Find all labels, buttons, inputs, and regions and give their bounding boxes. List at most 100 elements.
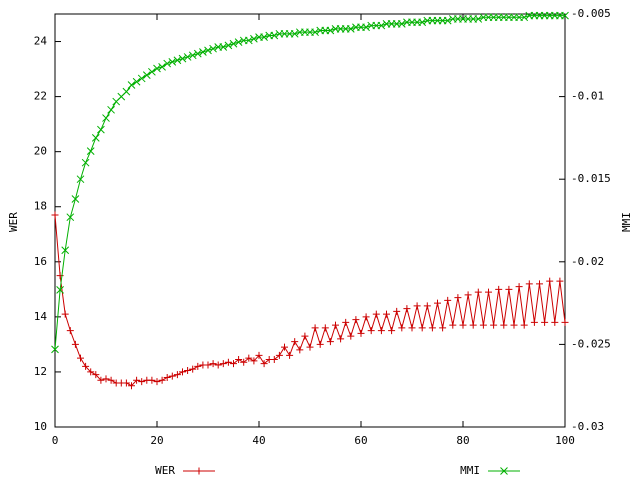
y-tick-label: 24 — [34, 35, 48, 48]
data-point — [179, 368, 186, 376]
data-point — [454, 294, 462, 302]
data-point — [377, 327, 385, 335]
data-point — [398, 324, 406, 332]
data-point — [163, 59, 172, 68]
data-point — [102, 375, 110, 383]
legend-label: WER — [155, 464, 175, 477]
data-point — [485, 288, 492, 296]
data-point — [178, 54, 187, 63]
data-point — [413, 302, 421, 310]
data-point — [510, 321, 518, 329]
data-point — [306, 343, 314, 351]
data-point — [479, 321, 487, 329]
data-point — [296, 346, 304, 354]
data-point — [66, 213, 75, 222]
data-point — [133, 376, 141, 384]
y-tick-label: 10 — [34, 420, 47, 433]
data-point — [286, 351, 294, 359]
x-tick-label: 100 — [555, 434, 575, 447]
x-tick-label: 80 — [456, 434, 469, 447]
data-point — [148, 67, 156, 76]
data-point — [418, 18, 427, 27]
data-point — [56, 286, 64, 294]
data-point — [77, 354, 84, 362]
data-point — [209, 44, 217, 53]
data-point — [224, 358, 232, 366]
y2-tick-label: -0.03 — [571, 420, 604, 433]
data-point — [495, 285, 503, 293]
data-point — [561, 318, 569, 326]
data-point — [439, 324, 447, 332]
series-line — [54, 15, 565, 350]
data-point — [229, 39, 238, 48]
data-point — [449, 321, 457, 329]
data-point — [357, 329, 365, 337]
data-point — [204, 46, 212, 55]
data-point — [459, 321, 467, 329]
data-point — [153, 64, 161, 73]
data-point — [138, 378, 146, 386]
data-point — [137, 74, 146, 83]
data-point — [418, 324, 426, 332]
data-point — [153, 378, 161, 386]
data-point — [173, 371, 181, 379]
data-point — [347, 332, 355, 340]
data-point — [520, 13, 529, 22]
data-point — [235, 356, 243, 364]
data-point — [240, 358, 248, 366]
y-tick-label: 22 — [34, 90, 47, 103]
plot-frame — [54, 13, 566, 428]
data-point — [122, 379, 130, 387]
data-point — [275, 351, 283, 359]
data-point — [219, 43, 228, 51]
y2-tick-label: -0.02 — [571, 255, 604, 268]
data-point — [377, 21, 386, 30]
data-point — [194, 362, 202, 370]
data-point — [311, 28, 319, 37]
data-point — [464, 291, 472, 299]
data-point — [290, 29, 299, 38]
data-point — [403, 305, 411, 313]
data-point — [250, 34, 258, 43]
data-point — [367, 327, 375, 335]
data-point — [209, 360, 217, 368]
y-axis-label: WER — [7, 212, 20, 232]
data-point — [51, 345, 59, 354]
data-point — [530, 318, 538, 326]
data-point — [230, 360, 237, 368]
data-point — [51, 211, 59, 219]
data-point — [388, 327, 396, 335]
data-point — [107, 105, 115, 114]
y2-tick-label: -0.005 — [571, 7, 611, 20]
data-point — [444, 296, 452, 304]
data-point — [148, 376, 156, 384]
data-point — [362, 313, 370, 321]
data-point — [244, 36, 253, 45]
data-point — [525, 280, 533, 288]
data-point — [76, 175, 85, 184]
data-point — [66, 327, 74, 335]
data-point — [168, 58, 177, 66]
data-point — [97, 125, 105, 134]
y2-tick-label: -0.01 — [571, 90, 604, 103]
data-point — [469, 321, 477, 329]
data-point — [434, 299, 441, 307]
data-point — [321, 324, 329, 332]
data-point — [490, 321, 498, 329]
data-point — [82, 362, 90, 370]
data-point — [91, 134, 100, 142]
data-point — [122, 87, 131, 96]
data-point — [250, 357, 258, 365]
data-point — [142, 71, 151, 79]
data-point — [219, 360, 227, 368]
y-tick-label: 16 — [34, 255, 47, 268]
y2-tick-label: -0.015 — [571, 172, 611, 185]
data-point — [326, 338, 334, 346]
data-point — [61, 310, 69, 318]
data-point — [245, 354, 253, 362]
data-point — [337, 335, 345, 343]
data-point — [107, 376, 115, 384]
data-point — [184, 367, 192, 375]
